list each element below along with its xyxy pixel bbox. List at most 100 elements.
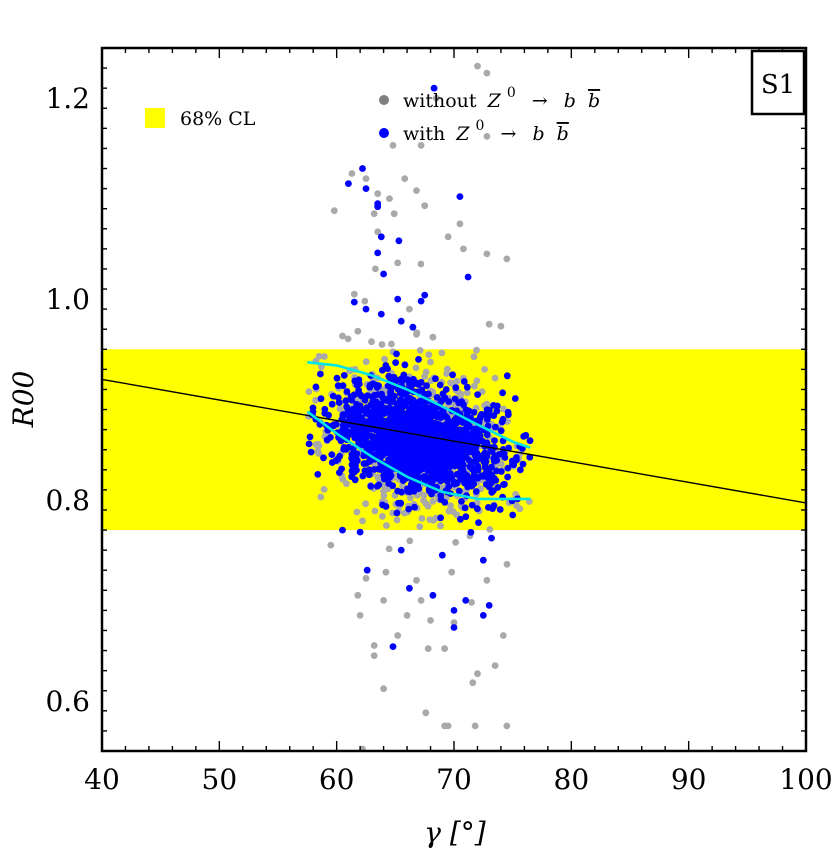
- without-point-point: [469, 679, 477, 687]
- without-point-point: [394, 259, 402, 267]
- without-point-point: [483, 576, 491, 584]
- with-point-point: [394, 438, 401, 446]
- without-point-point: [362, 500, 369, 508]
- with-point-point: [424, 464, 431, 472]
- with-point-point: [455, 487, 463, 495]
- without-point-point: [385, 545, 393, 553]
- without-point-point: [356, 612, 364, 619]
- without-point-point: [381, 355, 388, 363]
- with-point-point: [401, 402, 408, 410]
- with-point-point: [393, 509, 401, 517]
- with-point-point: [379, 394, 387, 401]
- with-point-point: [501, 480, 508, 488]
- band-legend-swatch: [145, 108, 165, 128]
- with-point-point: [305, 440, 313, 448]
- without-point-point: [441, 645, 448, 652]
- without-point-point: [447, 502, 454, 510]
- without-point-point: [401, 175, 409, 183]
- with-point-point: [432, 375, 439, 383]
- without-point-point: [443, 365, 451, 373]
- with-point-point: [312, 383, 320, 391]
- without-point-point: [362, 175, 370, 183]
- with-point-point: [458, 398, 465, 405]
- without-point-point: [371, 507, 379, 515]
- with-point-point: [385, 416, 393, 423]
- with-point-point: [503, 372, 511, 380]
- with-point-point: [412, 435, 419, 443]
- without-point-point: [314, 447, 322, 455]
- with-point-point: [423, 436, 431, 443]
- with-point-point: [342, 397, 350, 405]
- with-point-point: [474, 462, 482, 470]
- with-point-point: [394, 452, 402, 460]
- with-point-point: [430, 84, 438, 92]
- without-point-point: [382, 568, 390, 576]
- with-point-point: [427, 457, 435, 465]
- lower-contour: [306, 410, 531, 501]
- without-point-point: [383, 522, 390, 529]
- with-point-point: [398, 462, 406, 470]
- y-tick-label: 0.6: [45, 685, 90, 718]
- with-point-point: [492, 423, 499, 431]
- with-point-point: [363, 566, 371, 574]
- with-point-point: [413, 469, 420, 477]
- with-point-point: [423, 445, 430, 452]
- with-point-point: [365, 466, 373, 474]
- with-point-point: [418, 465, 426, 472]
- y-axis-title: R00: [7, 371, 40, 429]
- without-point-point: [370, 652, 378, 659]
- with-point-point: [384, 365, 391, 372]
- with-point-point: [398, 415, 405, 422]
- without-point-point: [471, 722, 479, 730]
- with-point-point: [436, 475, 444, 483]
- y-tick-label: 1.0: [45, 283, 90, 316]
- with-point-point: [404, 443, 412, 451]
- with-point-point: [485, 602, 493, 609]
- with-point-point: [408, 400, 415, 407]
- with-point-point: [377, 233, 385, 241]
- with-point-point: [399, 477, 407, 484]
- with-point-point: [339, 526, 346, 534]
- without-point-point: [393, 516, 401, 524]
- without-point-point: [315, 352, 323, 360]
- without-point-point: [390, 210, 398, 218]
- without-point-point: [378, 341, 386, 348]
- with-point-point: [377, 310, 385, 318]
- with-point-point: [333, 374, 341, 382]
- with-point-point: [441, 467, 449, 474]
- x-tick-label: 50: [202, 763, 238, 796]
- with-point-point: [328, 451, 336, 458]
- with-point-point: [355, 439, 362, 446]
- with-point-point: [438, 551, 446, 559]
- without-point-point: [413, 187, 420, 195]
- with-point-point: [395, 237, 403, 245]
- without-point-point: [305, 388, 313, 395]
- without-point-point: [412, 364, 420, 372]
- with-point-point: [343, 403, 350, 411]
- with-point-point: [398, 375, 405, 383]
- without-point-point: [368, 338, 375, 346]
- with-point-point: [328, 400, 336, 408]
- with-point-point: [463, 420, 470, 428]
- with-point-point: [439, 426, 446, 434]
- without-point-point: [429, 498, 437, 505]
- with-point-point: [490, 412, 498, 419]
- with-point-point: [437, 410, 445, 417]
- with-point-point: [464, 273, 472, 281]
- with-point-point: [445, 483, 453, 491]
- without-point-point: [491, 374, 499, 382]
- with-point-point: [482, 458, 490, 465]
- with-point-point: [504, 473, 511, 481]
- with-point-point: [526, 437, 534, 445]
- with-point-point: [363, 460, 370, 467]
- with-point-point: [489, 505, 496, 512]
- with-point-point: [350, 405, 357, 413]
- without-point-point: [403, 612, 411, 619]
- without-point-point: [380, 597, 387, 604]
- y-tick-label: 0.8: [45, 484, 90, 517]
- scenario-tag: S1: [761, 70, 795, 100]
- with-point-point: [411, 503, 418, 511]
- with-point-point: [473, 455, 481, 462]
- with-point-point: [453, 479, 461, 487]
